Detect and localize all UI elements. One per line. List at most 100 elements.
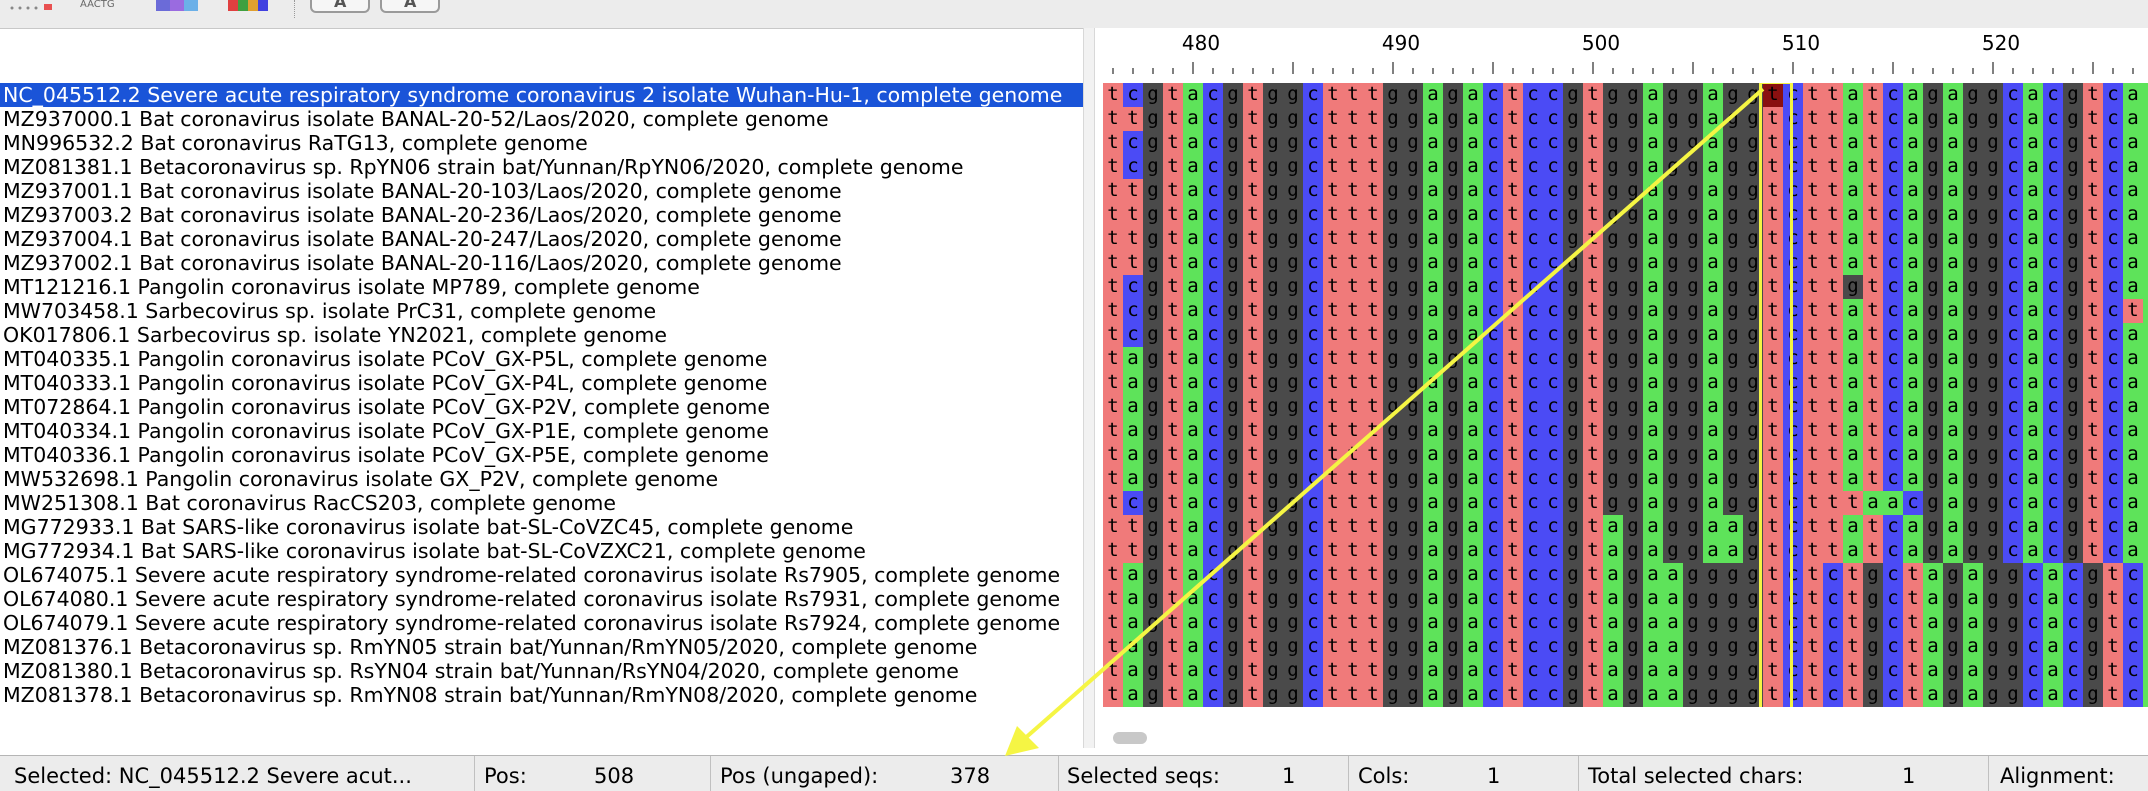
nucleotide-cell[interactable]: t	[1583, 371, 1603, 395]
sequence-name-panel[interactable]: NC_045512.2 Severe acute respiratory syn…	[0, 83, 1083, 707]
nucleotide-cell[interactable]: g	[1263, 467, 1283, 491]
nucleotide-cell[interactable]: t	[1583, 635, 1603, 659]
nucleotide-cell[interactable]: g	[1223, 515, 1243, 539]
nucleotide-cell[interactable]: g	[1623, 539, 1643, 563]
nucleotide-cell[interactable]: a	[1943, 203, 1963, 227]
nucleotide-cell[interactable]: g	[1663, 371, 1683, 395]
nucleotide-cell[interactable]: t	[1803, 419, 1823, 443]
nucleotide-cell[interactable]: a	[1703, 107, 1723, 131]
nucleotide-cell[interactable]: g	[1743, 299, 1763, 323]
nucleotide-cell[interactable]: c	[2103, 155, 2123, 179]
nucleotide-cell[interactable]: t	[1343, 635, 1363, 659]
nucleotide-cell[interactable]: a	[1603, 659, 1623, 683]
nucleotide-cell[interactable]: g	[1683, 395, 1703, 419]
nucleotide-cell[interactable]: g	[2003, 563, 2023, 587]
nucleotide-cell[interactable]: a	[1183, 131, 1203, 155]
nucleotide-cell[interactable]: t	[1323, 299, 1343, 323]
nucleotide-cell[interactable]: t	[1803, 395, 1823, 419]
nucleotide-cell[interactable]: t	[2083, 251, 2103, 275]
nucleotide-cell[interactable]: a	[1643, 491, 1663, 515]
nucleotide-cell[interactable]: g	[1963, 419, 1983, 443]
nucleotide-cell[interactable]: g	[1743, 491, 1763, 515]
nucleotide-cell[interactable]: c	[2003, 131, 2023, 155]
nucleotide-cell[interactable]: a	[1423, 635, 1443, 659]
nucleotide-cell[interactable]: g	[1563, 83, 1583, 107]
nucleotide-cell[interactable]: c	[1123, 275, 1143, 299]
nucleotide-cell[interactable]: a	[1643, 299, 1663, 323]
nucleotide-cell[interactable]: c	[1203, 491, 1223, 515]
nucleotide-cell[interactable]: g	[1403, 227, 1423, 251]
sequence-name-row[interactable]: MZ937003.2 Bat coronavirus isolate BANAL…	[3, 203, 842, 227]
nucleotide-cell[interactable]: g	[2083, 563, 2103, 587]
nucleotide-cell[interactable]: a	[2023, 515, 2043, 539]
nucleotide-cell[interactable]: g	[1923, 227, 1943, 251]
nucleotide-cell[interactable]: c	[1523, 587, 1543, 611]
nucleotide-cell[interactable]: t	[1763, 635, 1783, 659]
nucleotide-cell[interactable]: a	[1643, 683, 1663, 707]
nucleotide-cell[interactable]: t	[1323, 371, 1343, 395]
nucleotide-cell[interactable]: a	[1423, 683, 1443, 707]
nucleotide-cell[interactable]: g	[1563, 251, 1583, 275]
nucleotide-cell[interactable]: g	[1563, 203, 1583, 227]
nucleotide-cell[interactable]: g	[1143, 155, 1163, 179]
nucleotide-cell[interactable]: g	[1963, 539, 1983, 563]
nucleotide-cell[interactable]: g	[1983, 251, 2003, 275]
nucleotide-cell[interactable]: g	[1283, 467, 1303, 491]
nucleotide-cell[interactable]: g	[1923, 155, 1943, 179]
nucleotide-cell[interactable]: c	[1883, 515, 1903, 539]
nucleotide-cell[interactable]: g	[1443, 611, 1463, 635]
nucleotide-cell[interactable]: c	[1883, 371, 1903, 395]
nucleotide-cell[interactable]: g	[1723, 491, 1743, 515]
nucleotide-cell[interactable]: g	[1263, 179, 1283, 203]
nucleotide-cell[interactable]: c	[1523, 347, 1543, 371]
nucleotide-cell[interactable]: g	[1923, 371, 1943, 395]
nucleotide-cell[interactable]: t	[1503, 563, 1523, 587]
nucleotide-cell[interactable]: g	[1663, 131, 1683, 155]
nucleotide-cell[interactable]: g	[1623, 515, 1643, 539]
nucleotide-cell[interactable]: g	[1223, 635, 1243, 659]
nucleotide-cell[interactable]: t	[1323, 251, 1343, 275]
nucleotide-cell[interactable]: t	[1803, 155, 1823, 179]
nucleotide-cell[interactable]: g	[1723, 347, 1743, 371]
nucleotide-cell[interactable]: c	[1883, 299, 1903, 323]
nucleotide-cell[interactable]: g	[1223, 155, 1243, 179]
nucleotide-cell[interactable]: c	[1783, 563, 1803, 587]
nucleotide-cell[interactable]: t	[1363, 179, 1383, 203]
nucleotide-cell[interactable]: t	[1103, 515, 1123, 539]
nucleotide-cell[interactable]: c	[2003, 155, 2023, 179]
nucleotide-cell[interactable]: g	[1223, 491, 1243, 515]
nucleotide-cell[interactable]: c	[1523, 275, 1543, 299]
nucleotide-cell[interactable]: a	[1603, 635, 1623, 659]
nucleotide-cell[interactable]: t	[1323, 131, 1343, 155]
nucleotide-cell[interactable]: t	[1843, 611, 1863, 635]
nucleotide-cell[interactable]: g	[1703, 683, 1723, 707]
nucleotide-cell[interactable]: c	[1783, 635, 1803, 659]
nucleotide-cell[interactable]: t	[1863, 227, 1883, 251]
nucleotide-cell[interactable]: g	[1383, 563, 1403, 587]
nucleotide-cell[interactable]: t	[1163, 371, 1183, 395]
nucleotide-cell[interactable]: t	[1363, 659, 1383, 683]
nucleotide-cell[interactable]: g	[2083, 611, 2103, 635]
nucleotide-cell[interactable]: g	[1743, 179, 1763, 203]
nucleotide-cell[interactable]: t	[1803, 563, 1823, 587]
nucleotide-cell[interactable]: a	[2143, 275, 2148, 299]
nucleotide-cell[interactable]: t	[1343, 323, 1363, 347]
nucleotide-cell[interactable]: c	[1483, 515, 1503, 539]
nucleotide-cell[interactable]: t	[1323, 467, 1343, 491]
nucleotide-cell[interactable]: a	[1463, 371, 1483, 395]
nucleotide-cell[interactable]: g	[1283, 491, 1303, 515]
nucleotide-cell[interactable]: t	[1163, 515, 1183, 539]
nucleotide-cell[interactable]: a	[1123, 659, 1143, 683]
nucleotide-cell[interactable]: c	[1303, 323, 1323, 347]
nucleotide-cell[interactable]: g	[1443, 395, 1463, 419]
nucleotide-cell[interactable]: a	[1943, 131, 1963, 155]
nucleotide-cell[interactable]: c	[2043, 467, 2063, 491]
nucleotide-cell[interactable]: a	[1903, 275, 1923, 299]
nucleotide-cell[interactable]: c	[1523, 683, 1543, 707]
nucleotide-cell[interactable]: g	[1383, 179, 1403, 203]
nucleotide-cell[interactable]: c	[1203, 635, 1223, 659]
nucleotide-cell[interactable]: c	[1303, 467, 1323, 491]
nucleotide-cell[interactable]: g	[1863, 683, 1883, 707]
nucleotide-cell[interactable]: g	[1443, 539, 1463, 563]
nucleotide-cell[interactable]: g	[1223, 323, 1243, 347]
